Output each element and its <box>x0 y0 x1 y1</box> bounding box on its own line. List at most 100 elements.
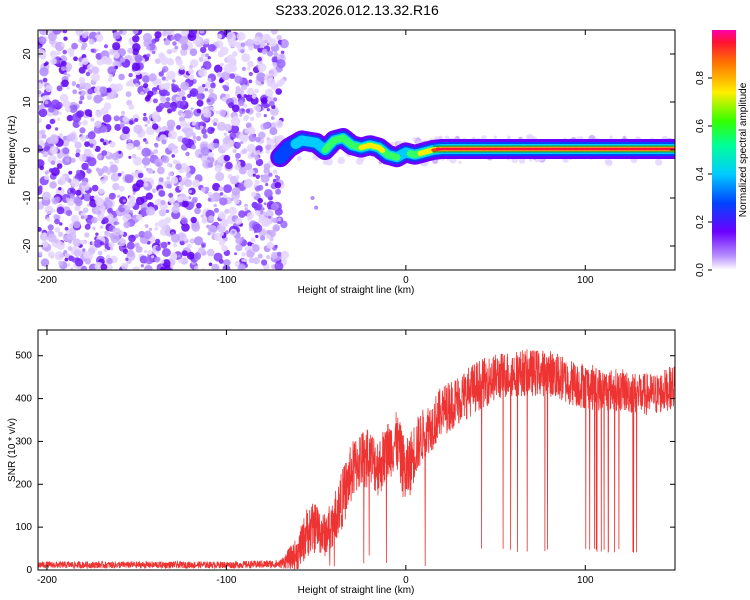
noise-blob <box>143 230 152 239</box>
ridge-core-segment <box>533 147 538 151</box>
noise-blob <box>64 226 69 231</box>
noise-blob <box>125 81 131 87</box>
noise-blob <box>82 207 89 214</box>
noise-blob <box>87 88 94 95</box>
noise-blob <box>186 251 195 260</box>
noise-blob <box>191 144 197 150</box>
noise-blob <box>71 81 77 86</box>
noise-blob <box>132 183 141 192</box>
noise-blob <box>207 77 212 82</box>
noise-blob <box>127 138 131 142</box>
noise-blob <box>273 51 279 57</box>
noise-blob <box>188 189 193 194</box>
noise-blob <box>178 258 183 264</box>
noise-blob <box>39 165 44 171</box>
noise-blob <box>109 164 119 174</box>
colorbar-tick-label: 0.0 <box>695 263 706 277</box>
noise-blob <box>213 203 217 208</box>
noise-blob <box>86 168 92 174</box>
ridge-core-segment <box>453 147 458 151</box>
noise-blob <box>104 196 111 203</box>
noise-blob <box>248 46 253 51</box>
noise-blob <box>75 30 84 36</box>
noise-blob <box>108 213 113 217</box>
noise-blob <box>241 258 245 262</box>
noise-blob <box>173 202 180 209</box>
noise-blob <box>219 192 224 196</box>
noise-blob <box>230 197 234 201</box>
noise-blob <box>92 145 97 150</box>
noise-blob <box>266 255 271 260</box>
noise-blob <box>132 266 140 270</box>
noise-blob <box>38 93 41 98</box>
noise-blob <box>132 48 140 56</box>
noise-blob <box>148 73 157 82</box>
noise-blob <box>176 195 184 203</box>
noise-blob <box>42 77 48 83</box>
noise-blob <box>52 30 62 35</box>
noise-blob <box>202 123 206 127</box>
noise-blob <box>200 46 207 54</box>
noise-blob <box>274 182 282 189</box>
noise-blob <box>181 113 186 118</box>
noise-blob <box>182 66 186 70</box>
noise-blob <box>111 152 119 161</box>
ridge-core-segment <box>648 147 653 151</box>
noise-blob <box>134 118 139 122</box>
ridge-core-segment <box>551 147 555 151</box>
noise-blob <box>243 258 248 263</box>
noise-blob <box>174 45 179 50</box>
noise-blob <box>247 60 254 68</box>
noise-blob <box>225 161 233 170</box>
noise-blob <box>113 52 120 59</box>
noise-blob <box>180 48 188 56</box>
noise-blob <box>175 96 181 102</box>
noise-blob <box>65 210 72 217</box>
noise-blob <box>171 154 175 158</box>
noise-blob <box>78 77 86 84</box>
noise-blob <box>254 105 262 112</box>
noise-blob <box>192 179 200 188</box>
noise-blob <box>245 38 254 47</box>
noise-blob <box>275 119 284 129</box>
noise-blob <box>38 186 43 192</box>
colorbar-ticks: 0.0 0.2 0.4 0.6 0.8 <box>695 71 712 277</box>
noise-blob <box>266 229 272 235</box>
noise-blob <box>261 259 268 266</box>
noise-blob <box>148 227 153 231</box>
spectrogram-y-axis-label: Frequency (Hz) <box>7 116 18 185</box>
noise-blob <box>235 175 240 180</box>
noise-blob <box>143 112 147 117</box>
ridge-core-segment <box>487 147 492 151</box>
noise-blob <box>122 126 130 135</box>
noise-blob <box>62 49 67 55</box>
ridge-core-segment <box>596 147 601 151</box>
noise-blob <box>54 251 64 261</box>
noise-blob <box>175 163 182 170</box>
noise-blob <box>117 238 126 247</box>
noise-blob <box>146 206 156 216</box>
noise-blob <box>45 61 49 66</box>
noise-blob <box>97 31 101 35</box>
noise-blob <box>232 149 237 154</box>
ridge-core-segment <box>447 147 452 151</box>
noise-blob <box>158 71 164 77</box>
noise-blob <box>151 50 156 55</box>
noise-blob <box>270 251 279 260</box>
noise-blob <box>246 67 251 71</box>
noise-blob <box>66 86 70 90</box>
noise-blob <box>132 156 143 166</box>
noise-blob <box>82 248 86 252</box>
noise-blob <box>231 104 240 113</box>
noise-blob <box>263 163 271 170</box>
ridge-core-segment <box>556 147 561 151</box>
snr-frame <box>37 329 676 571</box>
noise-blob <box>145 255 154 265</box>
noise-blob <box>128 234 136 243</box>
noise-blob <box>155 245 161 251</box>
noise-blob <box>42 152 48 158</box>
noise-blob <box>264 189 273 198</box>
sparse-blob <box>655 158 663 166</box>
noise-blob <box>231 187 241 196</box>
noise-blob <box>38 45 41 49</box>
